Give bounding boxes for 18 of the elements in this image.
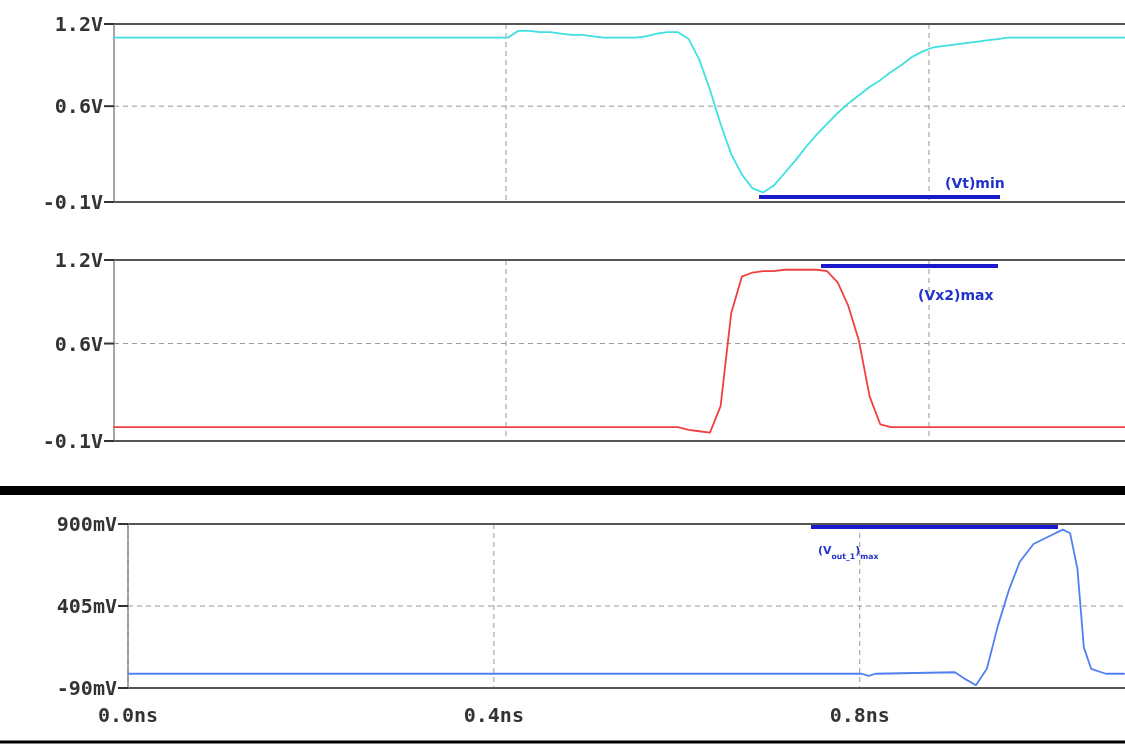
annotation: (V$_{out_1}$)$_{max}$ — [818, 544, 879, 561]
line-series — [113, 29, 1125, 194]
line-series — [113, 268, 1125, 434]
y-tick-label: -0.1V — [42, 429, 103, 453]
y-tick-label: 900mV — [56, 512, 117, 536]
line-series — [127, 528, 1125, 687]
annotation: (Vx2)max — [918, 287, 994, 303]
y-tick-label: 0.6V — [54, 94, 103, 119]
y-tick-label: -0.1V — [42, 190, 103, 214]
y-tick-label: -90mV — [56, 676, 117, 700]
annotation: (Vt)min — [945, 175, 1005, 191]
x-tick-label: 0.4ns — [463, 703, 524, 727]
y-tick-label: 405mV — [56, 594, 117, 618]
x-tick-label: 0.8ns — [829, 703, 890, 727]
y-tick-label: 1.2V — [54, 248, 103, 272]
x-tick-label: 0.0ns — [97, 703, 159, 727]
y-tick-label: 0.6V — [54, 331, 103, 356]
y-tick-label: 1.2V — [54, 12, 103, 36]
